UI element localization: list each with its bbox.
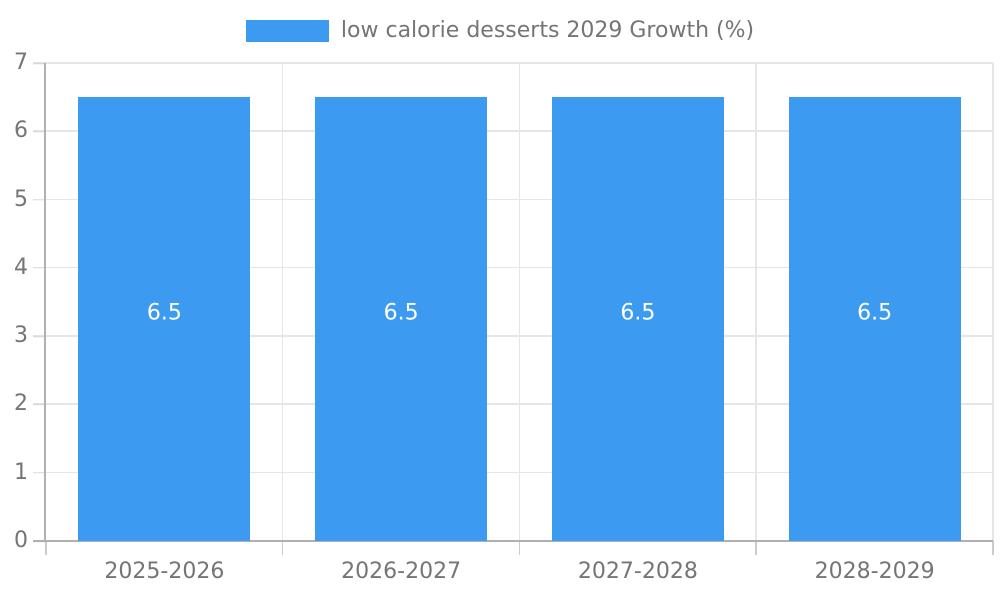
column-separator [518, 63, 520, 541]
y-axis-label: 0 [14, 528, 28, 553]
x-axis-label: 2028-2029 [814, 559, 935, 584]
bar-value-label: 6.5 [146, 300, 182, 326]
x-baseline [33, 540, 993, 542]
bar[interactable]: 6.5 [315, 97, 488, 541]
bar[interactable]: 6.5 [78, 97, 251, 541]
y-axis-line [44, 63, 46, 541]
x-axis-label: 2026-2027 [341, 559, 462, 584]
x-axis-tick [992, 541, 994, 555]
legend-label: low calorie desserts 2029 Growth (%) [340, 18, 755, 43]
plot-right-edge [992, 63, 994, 541]
column-separator [755, 63, 757, 541]
y-axis-label: 4 [14, 254, 28, 280]
bar-value-label: 6.5 [857, 300, 893, 326]
y-axis-label: 2 [14, 391, 28, 417]
y-axis-label: 5 [14, 186, 28, 212]
y-axis-tick [33, 335, 46, 337]
bar[interactable]: 6.5 [788, 97, 961, 541]
x-axis-label: 2027-2028 [577, 559, 698, 584]
y-axis-tick [33, 403, 46, 406]
column-separator [281, 63, 284, 541]
y-axis-tick [33, 62, 46, 64]
y-axis-label: 1 [14, 459, 28, 485]
bar-value-label: 6.5 [620, 300, 656, 326]
x-axis-tick [518, 541, 520, 555]
bar-value-label: 6.5 [383, 300, 419, 326]
legend-swatch [245, 20, 329, 42]
x-axis: 2025-2026 2026-2027 2027-2028 2028-2029 [46, 559, 993, 585]
plot-area: 6.5 6.5 6.5 6.5 [33, 62, 994, 555]
x-axis-tick [45, 541, 47, 555]
y-axis-label: 7 [14, 50, 28, 75]
y-axis-label: 3 [14, 323, 28, 349]
gridline [46, 62, 993, 64]
y-axis-label: 6 [14, 118, 28, 144]
legend: low calorie desserts 2029 Growth (%) [0, 19, 1000, 43]
y-axis-tick [33, 130, 46, 133]
y-axis-tick [33, 198, 46, 201]
bar[interactable]: 6.5 [551, 97, 724, 541]
y-axis-tick [33, 267, 46, 269]
x-axis-label: 2025-2026 [104, 559, 225, 584]
x-axis-tick [755, 541, 757, 555]
y-axis-tick [33, 471, 46, 474]
x-axis-tick [281, 541, 284, 555]
y-axis: 0 1 2 3 4 5 6 7 [0, 51, 46, 553]
